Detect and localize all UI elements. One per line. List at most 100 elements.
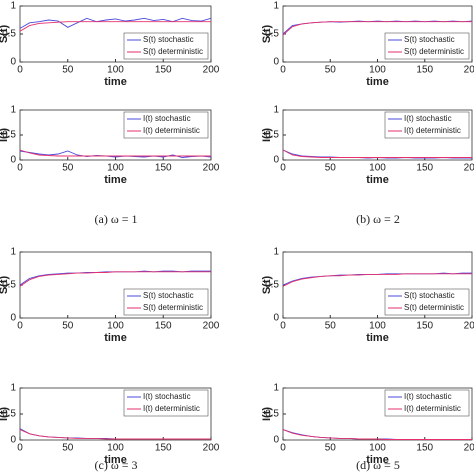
legend-label: S(t) deterministic <box>404 303 464 312</box>
x-tick-label: 50 <box>62 321 74 332</box>
x-tick-label: 200 <box>203 443 220 454</box>
x-tick-label: 100 <box>107 163 124 174</box>
legend-box <box>384 288 470 316</box>
y-tick-label: 0.5 <box>265 130 279 141</box>
legend-label: I(t) deterministic <box>143 404 200 413</box>
x-tick-label: 150 <box>155 321 172 332</box>
legend-box <box>384 32 470 60</box>
x-tick-label: 150 <box>155 65 172 76</box>
x-tick-label: 50 <box>62 443 74 454</box>
x-tick-label: 150 <box>416 443 433 454</box>
legend-label: S(t) deterministic <box>404 47 464 56</box>
y-tick-label: 1 <box>10 105 16 116</box>
legend-label: S(t) stochastic <box>143 291 194 300</box>
x-tick-label: 200 <box>464 321 474 332</box>
x-axis-label: time <box>366 332 389 344</box>
series-line <box>282 21 472 36</box>
series-line <box>282 273 472 287</box>
x-tick-label: 0 <box>280 443 286 454</box>
y-tick-label: 0 <box>273 435 279 446</box>
series-line <box>19 149 211 157</box>
legend-label: S(t) deterministic <box>143 303 203 312</box>
x-tick-label: 100 <box>107 65 124 76</box>
x-tick-label: 150 <box>416 65 433 76</box>
x-tick-label: 0 <box>17 163 23 174</box>
legend-label: I(t) stochastic <box>143 392 191 401</box>
x-tick-label: 100 <box>369 163 386 174</box>
series-line <box>19 271 211 287</box>
y-tick-label: 0 <box>10 313 16 324</box>
x-tick-label: 150 <box>155 443 172 454</box>
x-tick-label: 150 <box>416 321 433 332</box>
legend-label: I(t) deterministic <box>143 126 200 135</box>
y-axis-label: S(t) <box>261 276 273 295</box>
legend-label: I(t) stochastic <box>404 114 452 123</box>
x-tick-label: 100 <box>107 443 124 454</box>
x-axis-label: time <box>366 76 389 88</box>
y-axis-label: I(t) <box>0 128 10 142</box>
x-tick-label: 50 <box>62 163 74 174</box>
legend-label: S(t) stochastic <box>404 291 455 300</box>
x-tick-label: 50 <box>62 65 74 76</box>
legend-box <box>384 389 470 417</box>
y-axis-label: S(t) <box>0 25 10 44</box>
x-tick-label: 0 <box>17 65 23 76</box>
series-line <box>19 17 212 29</box>
y-tick-label: 0 <box>10 57 16 68</box>
x-tick-label: 200 <box>464 443 474 454</box>
x-tick-label: 150 <box>155 163 172 174</box>
x-tick-label: 50 <box>325 65 337 76</box>
legend-label: S(t) stochastic <box>404 35 455 44</box>
y-tick-label: 0 <box>273 155 279 166</box>
x-axis-label: time <box>366 174 389 186</box>
x-axis-label: time <box>104 332 127 344</box>
legend-box <box>123 288 209 316</box>
series-line <box>19 429 211 440</box>
x-tick-label: 100 <box>369 65 386 76</box>
series-line <box>282 429 472 440</box>
caption: (c) ω = 3 <box>95 458 138 472</box>
series-line <box>19 150 212 158</box>
legend-label: I(t) deterministic <box>404 404 461 413</box>
y-tick-label: 0.5 <box>265 280 279 291</box>
y-tick-label: 0.5 <box>2 29 16 40</box>
y-tick-label: 0 <box>10 155 16 166</box>
caption: (b) ω = 2 <box>356 212 400 226</box>
series-line <box>282 149 472 158</box>
x-axis-label: time <box>104 174 127 186</box>
x-tick-label: 200 <box>203 163 220 174</box>
x-tick-label: 50 <box>325 321 337 332</box>
legend-label: I(t) deterministic <box>404 126 461 135</box>
y-tick-label: 0.5 <box>265 29 279 40</box>
x-tick-label: 200 <box>464 163 474 174</box>
y-axis-label: S(t) <box>0 276 10 295</box>
y-tick-label: 1 <box>273 383 279 394</box>
series-line <box>19 21 211 32</box>
x-tick-label: 0 <box>17 443 23 454</box>
x-tick-label: 200 <box>464 65 474 76</box>
legend-box <box>123 111 209 139</box>
y-tick-label: 0 <box>273 313 279 324</box>
x-tick-label: 50 <box>325 163 337 174</box>
y-tick-label: 1 <box>273 1 279 12</box>
y-tick-label: 1 <box>273 247 279 258</box>
x-tick-label: 200 <box>203 321 220 332</box>
y-tick-label: 0.5 <box>265 409 279 420</box>
x-tick-label: 150 <box>416 163 433 174</box>
x-axis-label: time <box>104 76 127 88</box>
y-tick-label: 1 <box>10 1 16 12</box>
x-tick-label: 100 <box>369 443 386 454</box>
x-axis-label: time <box>104 454 127 466</box>
legend-box <box>384 111 470 139</box>
y-tick-label: 0 <box>273 57 279 68</box>
legend-label: I(t) stochastic <box>404 392 452 401</box>
y-tick-label: 1 <box>273 105 279 116</box>
y-tick-label: 0.5 <box>2 409 16 420</box>
x-tick-label: 200 <box>203 65 220 76</box>
legend-label: I(t) stochastic <box>143 114 191 123</box>
legend-box <box>123 32 209 60</box>
y-tick-label: 0 <box>10 435 16 446</box>
y-axis-label: I(t) <box>261 128 273 142</box>
caption: (a) ω = 1 <box>95 212 138 226</box>
